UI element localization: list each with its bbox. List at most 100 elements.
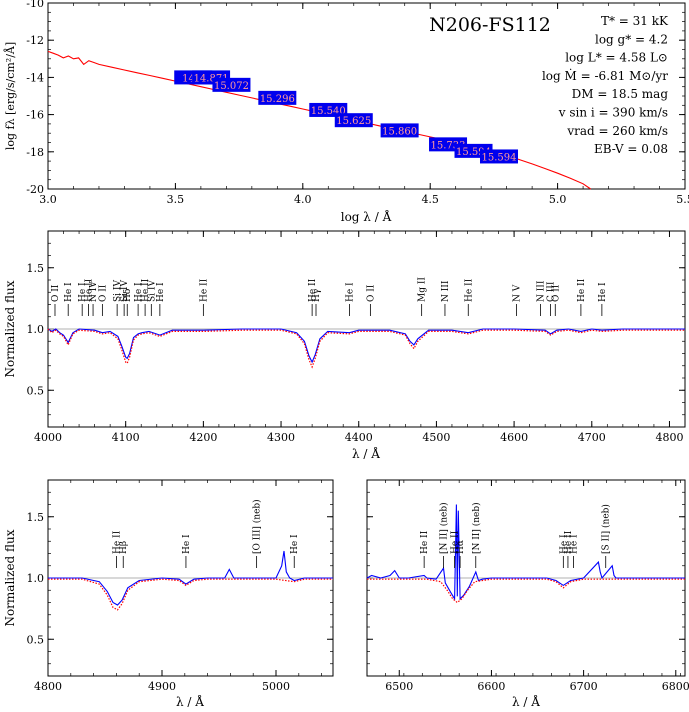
- stellar-parameter: vrad = 260 km/s: [566, 124, 668, 138]
- y-tick-label: -12: [26, 34, 44, 47]
- x-tick-label: 4600: [500, 431, 528, 444]
- line-id-label: Si IV: [113, 280, 123, 302]
- blue-spectrum-panel: 4000 4100 4200 4300 4400 4500 4600 4700 4800 0.5 1…: [3, 230, 686, 461]
- sed-xlabel: log λ / Å: [341, 209, 392, 224]
- x-tick-label: 5.5: [676, 193, 689, 206]
- x-tick-label: 4800: [34, 680, 62, 693]
- line-id-label: Hδ: [123, 289, 133, 302]
- observed-spectrum-line: [366, 504, 685, 601]
- x-tick-label: 6700: [570, 680, 598, 693]
- line-id-label: Hγ: [312, 289, 322, 302]
- x-tick-label: 4900: [148, 680, 176, 693]
- line-id-label: Hα: [456, 540, 466, 554]
- line-id-label: He I: [182, 534, 192, 554]
- y-tick-label: -18: [26, 146, 44, 159]
- x-tick-label: 3.0: [39, 193, 57, 206]
- photometry-label: 15.594: [456, 147, 491, 158]
- x-tick-label: 4100: [112, 431, 140, 444]
- blue-ylabel: Normalized flux: [3, 280, 17, 377]
- line-id-label: He I: [559, 534, 569, 554]
- line-id-label: He II: [112, 530, 122, 554]
- line-id-label: O II: [366, 284, 376, 302]
- observed-spectrum-line: [48, 550, 333, 606]
- model-spectrum-line: [367, 578, 685, 604]
- line-id-label: He I: [64, 282, 74, 302]
- x-tick-label: 3.5: [167, 193, 185, 206]
- line-id-label: Si IV: [147, 280, 157, 302]
- hbeta-ylabel: Normalized flux: [3, 529, 17, 626]
- line-id-label: O II: [98, 284, 108, 302]
- hbeta-curves: [48, 550, 333, 611]
- line-id-label: He I: [598, 282, 608, 302]
- x-tick-label: 4.0: [294, 193, 312, 206]
- photometry-label: 15.072: [214, 81, 249, 92]
- x-tick-label: 4300: [267, 431, 295, 444]
- model-spectrum-line: [47, 328, 685, 369]
- y-tick-label: 1.0: [27, 572, 45, 585]
- line-id-label: He II: [464, 278, 474, 302]
- sed-model-line: [47, 50, 592, 190]
- photometry-box: [258, 90, 297, 105]
- x-tick-label: 4.5: [421, 193, 439, 206]
- line-id-label: N III: [537, 280, 547, 302]
- photometry-label: 15.540: [311, 106, 346, 117]
- sed-ticks: 3.0 3.5 4.0 4.5 5.0 5.5 -10 -12 -14 -16 -18 -20: [26, 0, 689, 206]
- photometry-label: 15.296: [260, 94, 295, 105]
- stellar-parameter: EB-V = 0.08: [594, 142, 668, 156]
- x-tick-label: 5000: [262, 680, 290, 693]
- line-id-label: He II: [451, 530, 461, 554]
- x-tick-label: 4800: [655, 431, 683, 444]
- y-tick-label: 0.5: [27, 633, 45, 646]
- photometry-box: [479, 149, 518, 164]
- line-id-label: He I: [290, 534, 300, 554]
- sed-model-curve: [47, 50, 592, 190]
- stellar-parameter: log Ṁ = -6.81 M⊙/yr: [542, 68, 668, 83]
- x-tick-label: 4500: [422, 431, 450, 444]
- model-spectrum-line: [48, 578, 333, 611]
- y-tick-label: 0.5: [27, 384, 45, 397]
- y-tick-label: -10: [26, 0, 44, 10]
- x-tick-label: 4400: [345, 431, 373, 444]
- stellar-parameter: v sin i = 390 km/s: [558, 106, 668, 120]
- stellar-parameter: log L* = 4.58 L⊙: [565, 51, 668, 65]
- y-tick-label: -14: [26, 71, 44, 84]
- sed-photometry: 14.814.87115.07215.29615.54015.62515.860…: [174, 70, 518, 164]
- line-id-label: He II: [84, 278, 94, 302]
- line-id-label: He I: [569, 534, 579, 554]
- y-tick-label: 1.5: [27, 262, 45, 275]
- sed-params: T* = 31 kK log g* = 4.2 log L* = 4.58 L⊙ lo…: [542, 14, 669, 156]
- y-tick-label: -20: [26, 183, 44, 196]
- photometry-label: 15.594: [481, 152, 516, 163]
- photometry-label: 15.625: [336, 116, 371, 127]
- sed-ylabel: log fλ [erg/s/cm²/Å]: [3, 42, 17, 150]
- blue-ticks: 4000 4100 4200 4300 4400 4500 4600 4700 4800 0.5 1…: [27, 230, 686, 444]
- line-id-label: N IV: [89, 281, 99, 302]
- blue-curves: [47, 328, 685, 369]
- line-id-label: [S II] (neb): [601, 504, 612, 554]
- line-id-label: He II: [564, 530, 574, 554]
- photometry-box: [212, 77, 251, 92]
- sed-object-name: N206-FS112: [429, 14, 551, 36]
- stellar-parameter: DM = 18.5 mag: [572, 87, 669, 101]
- line-id-label: He I: [134, 282, 144, 302]
- line-id-label: He I: [78, 282, 88, 302]
- photometry-box: [334, 113, 373, 128]
- line-id-label: He II: [141, 278, 151, 302]
- x-tick-label: 6800: [662, 680, 689, 693]
- x-tick-label: 4200: [189, 431, 217, 444]
- line-id-label: He II: [577, 278, 587, 302]
- line-id-label: C III: [547, 281, 557, 302]
- x-tick-label: 6500: [385, 680, 413, 693]
- x-tick-label: 4000: [34, 431, 62, 444]
- x-tick-label: 5.0: [549, 193, 567, 206]
- line-id-label: He II: [420, 530, 430, 554]
- stellar-parameter: log g* = 4.2: [595, 32, 668, 46]
- line-id-label: [N II] (neb): [471, 502, 482, 554]
- hbeta-ticks: 4800 4900 5000 0.5 1.0 1.5: [27, 479, 333, 693]
- line-id-label: [O III] (neb): [252, 499, 263, 554]
